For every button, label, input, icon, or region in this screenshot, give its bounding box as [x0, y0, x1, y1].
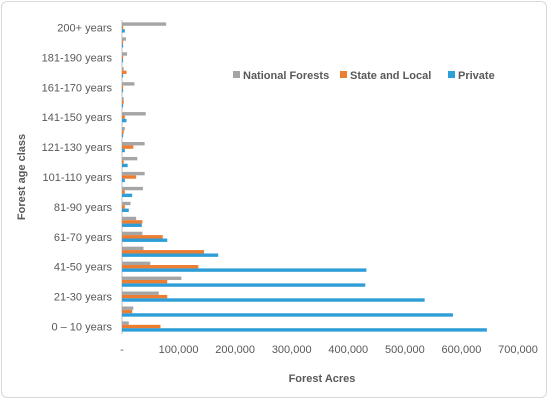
- y-tick-label: 121-130 years: [42, 142, 113, 154]
- bar-state-and-local-121-130-years: [122, 145, 134, 149]
- x-tick-label: 400,000: [328, 344, 368, 356]
- bar-private-81-90-years: [122, 208, 129, 212]
- x-tick-label: 500,000: [385, 344, 425, 356]
- legend-label-private: Private: [458, 70, 495, 82]
- x-tick-label: -: [120, 344, 124, 356]
- y-tick-label: 141-150 years: [42, 112, 113, 124]
- bar-national-forests-61-70-years: [122, 231, 143, 236]
- bar-national-forests-171-180-years: [122, 67, 124, 71]
- legend-swatch-national-forests: [233, 71, 240, 78]
- bar-state-and-local-91-100-years: [122, 190, 125, 194]
- bar-private-171-180-years: [122, 74, 124, 78]
- bar-private-51-60-years: [122, 253, 219, 257]
- bar-private-181-190-years: [122, 59, 124, 63]
- bar-national-forests-0-10-years: [122, 321, 129, 325]
- bar-private-11-20-years: [122, 313, 453, 317]
- bar-national-forests-91-100-years: [122, 186, 143, 191]
- bar-state-and-local-81-90-years: [122, 205, 125, 209]
- bar-national-forests-71-80-years: [122, 216, 137, 221]
- bar-state-and-local-0-10-years: [122, 324, 161, 329]
- x-tick-label: 700,000: [498, 344, 538, 356]
- y-tick-label: 41-50 years: [54, 262, 113, 274]
- legend-label-national-forests: National Forests: [243, 70, 329, 82]
- legend-swatch-private: [448, 71, 455, 78]
- bar-national-forests-31-40-years: [122, 276, 182, 280]
- bar-private-161-170-years: [122, 88, 124, 93]
- bar-private-21-30-years: [122, 298, 425, 302]
- y-tick-label: 0 – 10 years: [51, 322, 112, 334]
- y-axis-title: Forest age class: [16, 134, 28, 220]
- bar-national-forests-131-140-years: [122, 127, 125, 131]
- x-axis-title: Forest Acres: [289, 373, 356, 385]
- x-tick-label: 200,000: [215, 344, 255, 356]
- bar-state-and-local-191-200-years: [122, 40, 124, 45]
- y-tick-label: 61-70 years: [54, 232, 113, 244]
- bar-national-forests-191-200-years: [122, 37, 126, 41]
- bar-state-and-local-51-60-years: [122, 250, 205, 254]
- bar-state-and-local-71-80-years: [122, 220, 143, 224]
- bar-state-and-local-131-140-years: [122, 130, 124, 134]
- legend: National Forests State and Local Private: [233, 70, 495, 82]
- x-tick-label: 300,000: [272, 344, 312, 356]
- bar-private-101-110-years: [122, 178, 125, 183]
- bar-private-121-130-years: [122, 148, 125, 153]
- bar-state-and-local-151-160-years: [122, 100, 124, 104]
- bar-national-forests-151-160-years: [122, 97, 124, 101]
- bar-state-and-local-101-110-years: [122, 175, 137, 179]
- x-tick-label: 100,000: [159, 344, 199, 356]
- legend-swatch-state-and-local: [340, 71, 347, 78]
- bar-national-forests-81-90-years: [122, 201, 131, 206]
- bar-national-forests-141-150-years: [122, 112, 146, 116]
- bar-private-111-120-years: [122, 163, 128, 168]
- bar-private-31-40-years: [122, 283, 366, 287]
- bar-private-200-years: [122, 29, 125, 33]
- y-tick-label: 101-110 years: [42, 172, 112, 184]
- bar-state-and-local-11-20-years: [122, 309, 133, 314]
- bar-national-forests-11-20-years: [122, 306, 134, 310]
- bar-private-191-200-years: [122, 44, 124, 48]
- bar-private-131-140-years: [122, 133, 124, 138]
- y-tick-label: 161-170 years: [42, 82, 113, 94]
- bar-national-forests-200-years: [122, 22, 167, 26]
- y-tick-label: 181-190 years: [42, 52, 113, 64]
- bar-private-151-160-years: [122, 103, 124, 108]
- bar-private-0-10-years: [122, 328, 487, 332]
- bar-national-forests-161-170-years: [122, 82, 135, 86]
- y-tick-label: 21-30 years: [54, 292, 113, 304]
- bar-national-forests-181-190-years: [122, 52, 128, 56]
- y-tick-label: 81-90 years: [54, 202, 113, 214]
- y-tick-labels: 0 – 10 years 21-30 years 41-50 years 61-70 …: [42, 22, 113, 333]
- bar-state-and-local-41-50-years: [122, 265, 199, 269]
- bar-national-forests-21-30-years: [122, 291, 159, 295]
- bar-state-and-local-141-150-years: [122, 115, 125, 119]
- bar-state-and-local-31-40-years: [122, 279, 168, 284]
- bar-state-and-local-61-70-years: [122, 235, 163, 239]
- x-tick-labels: - 100,000 200,000 300,000 400,000 500,000 600,…: [120, 344, 538, 356]
- x-tick-label: 600,000: [442, 344, 482, 356]
- bar-state-and-local-21-30-years: [122, 294, 168, 299]
- bar-state-and-local-161-170-years: [122, 85, 124, 89]
- bar-state-and-local-200-years: [122, 25, 124, 30]
- bar-private-71-80-years: [122, 223, 142, 227]
- bar-private-41-50-years: [122, 268, 367, 272]
- bar-private-61-70-years: [122, 238, 168, 242]
- bar-national-forests-101-110-years: [122, 171, 145, 176]
- bar-national-forests-111-120-years: [122, 156, 138, 161]
- bar-private-141-150-years: [122, 118, 127, 123]
- bar-group: [122, 22, 487, 332]
- bar-private-91-100-years: [122, 193, 133, 198]
- bar-national-forests-121-130-years: [122, 142, 145, 146]
- bar-national-forests-41-50-years: [122, 261, 151, 266]
- bar-national-forests-51-60-years: [122, 246, 144, 251]
- y-tick-label: 200+ years: [57, 22, 112, 34]
- legend-label-state-and-local: State and Local: [350, 70, 431, 82]
- bar-state-and-local-171-180-years: [122, 70, 127, 75]
- bar-state-and-local-111-120-years: [122, 160, 124, 164]
- bar-state-and-local-181-190-years: [122, 55, 124, 60]
